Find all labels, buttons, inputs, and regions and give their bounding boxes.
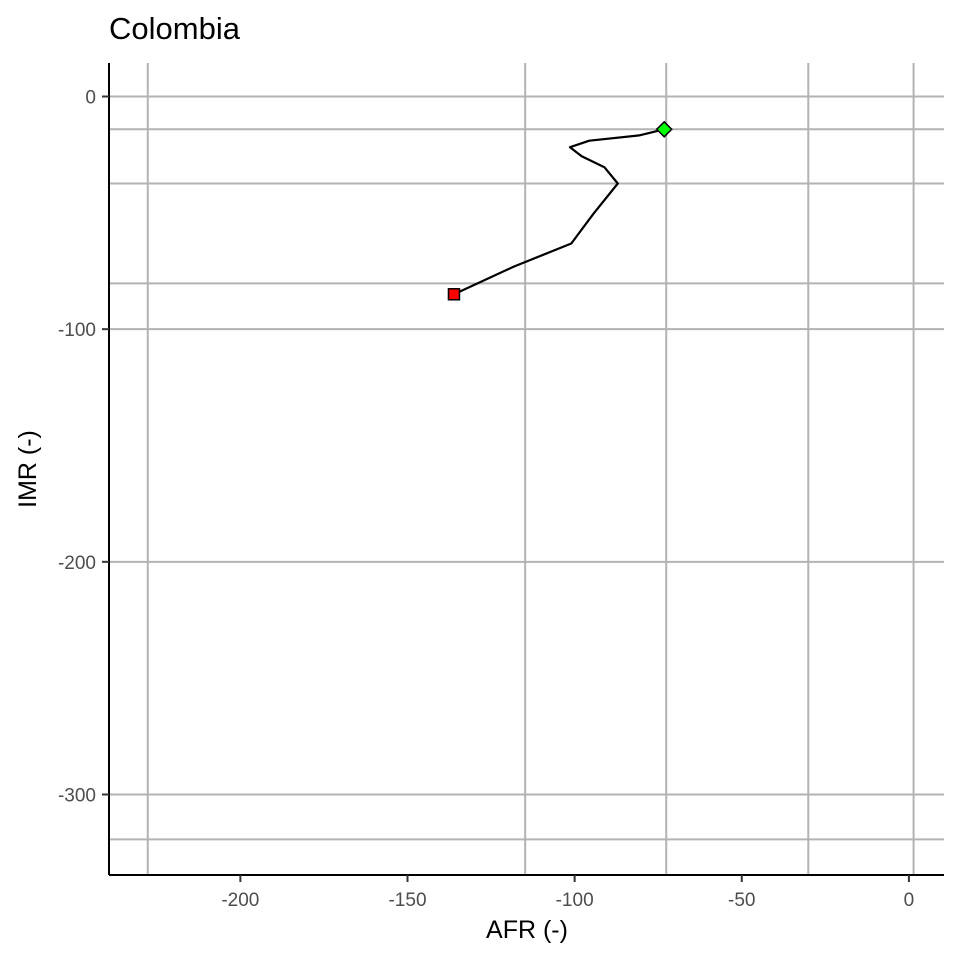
y-axis-ticks: 0 -100 -200 -300 [58, 88, 109, 806]
y-tick-label-3: -300 [58, 785, 96, 806]
x-tick-label-3: -50 [728, 890, 755, 911]
y-tick-label-2: -200 [58, 553, 96, 574]
end-point-marker [655, 120, 673, 138]
y-axis-title: IMR (-) [14, 430, 42, 508]
x-axis-title: AFR (-) [486, 916, 568, 944]
start-point-marker [447, 288, 461, 301]
axes [108, 63, 944, 876]
chart-title: Colombia [109, 11, 241, 46]
series-line-0 [452, 128, 666, 296]
x-tick-label-0: -200 [221, 890, 259, 911]
x-tick-label-2: -100 [556, 890, 594, 911]
x-tick-label-1: -150 [388, 890, 426, 911]
y-tick-label-1: -100 [58, 320, 96, 341]
y-tick-label-0: 0 [85, 88, 96, 109]
markers [447, 120, 673, 301]
x-axis-ticks: -200 -150 -100 -50 0 [221, 875, 914, 911]
x-tick-label-4: 0 [904, 890, 915, 911]
grid [109, 63, 944, 875]
series-layer [452, 128, 666, 296]
